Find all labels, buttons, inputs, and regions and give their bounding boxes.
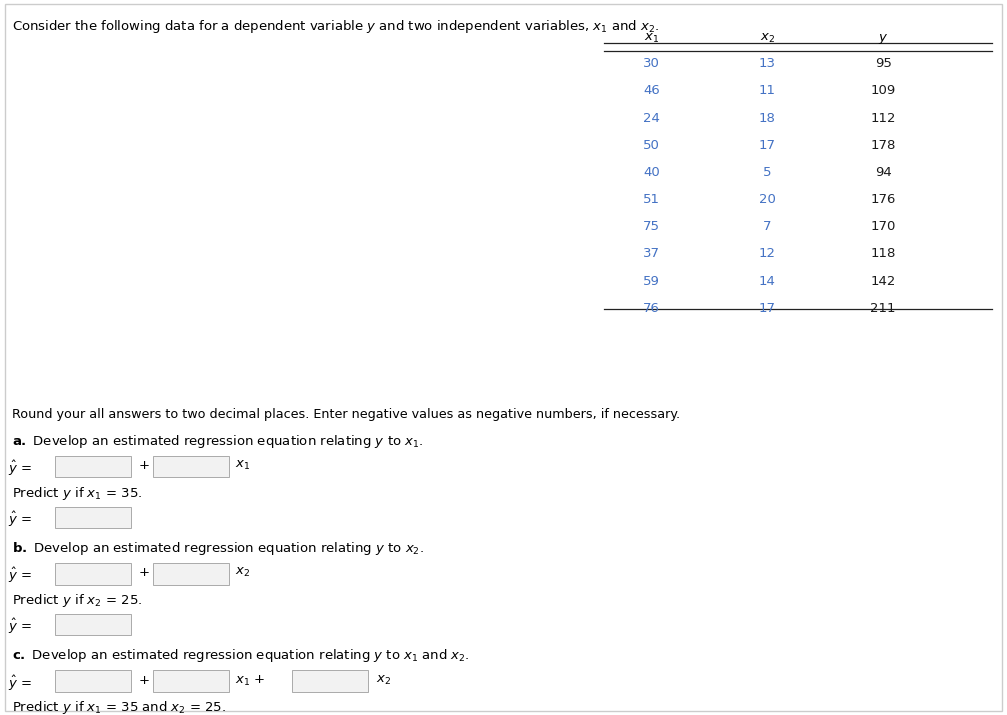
Text: 142: 142 <box>870 275 896 287</box>
Text: 95: 95 <box>875 57 891 70</box>
Text: 30: 30 <box>643 57 660 70</box>
Text: 50: 50 <box>643 139 660 152</box>
FancyBboxPatch shape <box>292 671 368 692</box>
Text: $x_1$: $x_1$ <box>235 459 250 472</box>
Text: 51: 51 <box>643 193 660 206</box>
Text: $\hat{y}$ =: $\hat{y}$ = <box>8 510 32 529</box>
Text: $x_2$: $x_2$ <box>235 566 250 579</box>
Text: 17: 17 <box>759 302 775 315</box>
Text: $\bf{b.}$ Develop an estimated regression equation relating $y$ to $x_2$.: $\bf{b.}$ Develop an estimated regressio… <box>12 540 424 557</box>
Text: 178: 178 <box>870 139 896 152</box>
FancyBboxPatch shape <box>55 671 131 692</box>
Text: Predict $y$ if $x_1$ = 35.: Predict $y$ if $x_1$ = 35. <box>12 485 142 502</box>
Text: 7: 7 <box>763 220 771 233</box>
FancyBboxPatch shape <box>55 563 131 585</box>
Text: 94: 94 <box>875 166 891 179</box>
FancyBboxPatch shape <box>153 671 229 692</box>
Text: 40: 40 <box>643 166 660 179</box>
Text: 170: 170 <box>870 220 896 233</box>
Text: 76: 76 <box>643 302 660 315</box>
FancyBboxPatch shape <box>153 456 229 478</box>
Text: $\hat{y}$ =: $\hat{y}$ = <box>8 566 32 586</box>
Text: 118: 118 <box>870 247 896 260</box>
Text: +: + <box>139 459 150 472</box>
Text: 20: 20 <box>759 193 775 206</box>
Text: 109: 109 <box>870 84 896 97</box>
FancyBboxPatch shape <box>55 506 131 528</box>
FancyBboxPatch shape <box>55 456 131 478</box>
Text: $\hat{y}$ =: $\hat{y}$ = <box>8 674 32 693</box>
Text: 211: 211 <box>870 302 896 315</box>
Text: 12: 12 <box>759 247 775 260</box>
Text: 46: 46 <box>643 84 660 97</box>
Text: 11: 11 <box>759 84 775 97</box>
Text: 24: 24 <box>643 112 660 124</box>
Text: $x_1$ +: $x_1$ + <box>235 674 265 688</box>
Text: $y$: $y$ <box>878 32 888 46</box>
Text: Round your all answers to two decimal places. Enter negative values as negative : Round your all answers to two decimal pl… <box>12 408 680 420</box>
Text: +: + <box>139 674 150 686</box>
Text: 5: 5 <box>763 166 771 179</box>
Text: 13: 13 <box>759 57 775 70</box>
Text: 18: 18 <box>759 112 775 124</box>
Text: Predict $y$ if $x_1$ = 35 and $x_2$ = 25.: Predict $y$ if $x_1$ = 35 and $x_2$ = 25… <box>12 699 227 715</box>
FancyBboxPatch shape <box>55 613 131 635</box>
Text: $\hat{y}$ =: $\hat{y}$ = <box>8 617 32 636</box>
Text: $\bf{a.}$ Develop an estimated regression equation relating $y$ to $x_1$.: $\bf{a.}$ Develop an estimated regressio… <box>12 433 424 450</box>
Text: 176: 176 <box>870 193 896 206</box>
Text: Consider the following data for a dependent variable $y$ and two independent var: Consider the following data for a depend… <box>12 18 660 35</box>
Text: $x_2$: $x_2$ <box>376 674 391 686</box>
Text: 75: 75 <box>643 220 660 233</box>
Text: +: + <box>139 566 150 579</box>
Text: 17: 17 <box>759 139 775 152</box>
Text: $\hat{y}$ =: $\hat{y}$ = <box>8 459 32 478</box>
Text: $\bf{c.}$ Develop an estimated regression equation relating $y$ to $x_1$ and $x_: $\bf{c.}$ Develop an estimated regressio… <box>12 647 470 664</box>
Text: Predict $y$ if $x_2$ = 25.: Predict $y$ if $x_2$ = 25. <box>12 592 142 609</box>
Text: 37: 37 <box>643 247 660 260</box>
Text: 14: 14 <box>759 275 775 287</box>
Text: $x_1$: $x_1$ <box>643 32 660 45</box>
Text: 112: 112 <box>870 112 896 124</box>
Text: 59: 59 <box>643 275 660 287</box>
FancyBboxPatch shape <box>153 563 229 585</box>
Text: $x_2$: $x_2$ <box>760 32 774 45</box>
